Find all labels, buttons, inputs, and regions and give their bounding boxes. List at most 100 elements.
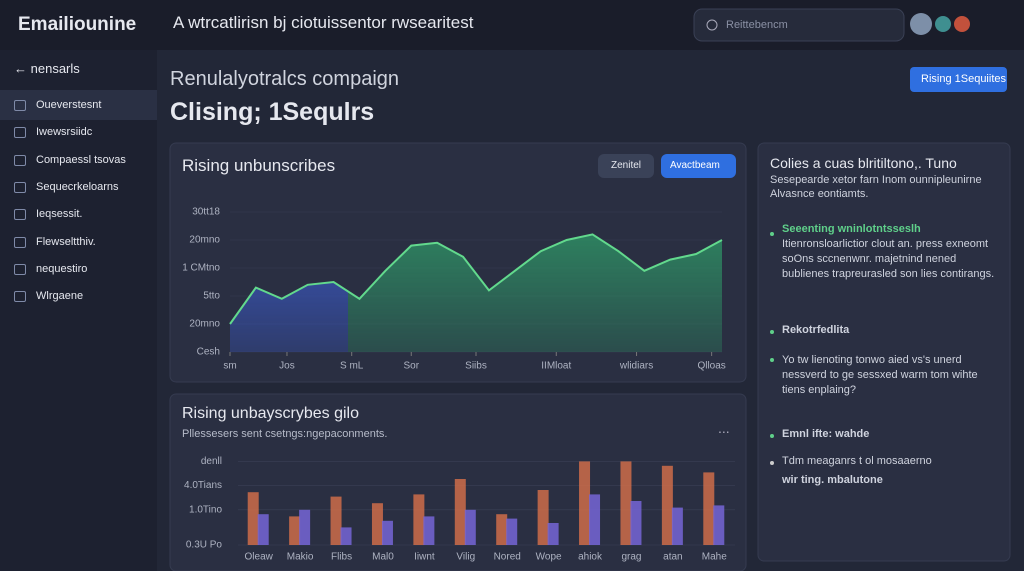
y-tick-label: 30tt18 [192, 207, 220, 218]
nav-item[interactable]: nequestiro [36, 262, 88, 275]
bar [537, 490, 549, 545]
nav-icon [14, 100, 26, 111]
bar [713, 505, 725, 545]
y-tick-label: 20mno [189, 319, 220, 330]
primary-button[interactable] [910, 67, 1007, 92]
item-text: Itienronsloarlictior clout an. press exn… [782, 238, 995, 280]
x-tick-label: S mL [340, 361, 364, 372]
bar [620, 461, 632, 545]
header-title: A wtrcatlirisn bj ciotuissentor rwsearit… [173, 13, 474, 32]
x-tick-label: Mahe [702, 552, 727, 563]
y-tick-label: denll [201, 456, 222, 467]
page-subtitle: Renulalyotralcs compaign [170, 68, 400, 90]
bar [464, 509, 476, 545]
area [230, 234, 722, 352]
nav-item[interactable]: Oueverstesnt [36, 99, 102, 111]
bar [579, 461, 591, 545]
y-tick-label: 0.3U Po [186, 540, 223, 551]
search-box[interactable] [693, 8, 905, 42]
bar [589, 494, 601, 545]
x-tick-label: Oleaw [245, 552, 274, 563]
nav-icon [14, 291, 26, 303]
bar [247, 492, 259, 545]
button-text[interactable]: Avactbeam [670, 160, 720, 171]
bar [506, 518, 518, 545]
bar [413, 494, 425, 545]
back-text[interactable]: nensarls [30, 61, 80, 76]
item-heading: wir ting. mbalutone [782, 474, 883, 486]
card-subtitle: Pllessesers sent csetngs:ngepaconments. [182, 428, 388, 440]
nav-item[interactable]: Flewseltthiv. [36, 235, 96, 248]
nav-icon [14, 263, 26, 275]
y-tick-label: 4.0Tians [184, 480, 222, 491]
y-tick-label: 5tto [203, 291, 220, 302]
x-tick-label: Nored [494, 552, 521, 563]
avatar[interactable] [935, 16, 951, 32]
bar [371, 503, 383, 545]
button-text[interactable]: Zenitel [611, 160, 642, 171]
sidebar-active [0, 90, 157, 120]
y-tick-label: Cesh [197, 347, 220, 358]
nav-item[interactable]: Wlrgaene [36, 290, 84, 303]
bar [454, 479, 466, 545]
avatar[interactable] [954, 16, 970, 32]
button[interactable] [661, 154, 736, 178]
menu[interactable]: ... [718, 420, 730, 436]
y-tick-label: 1.0Tino [189, 504, 222, 515]
item-text: Yo tw lienoting tonwo aied vs's unerd ne… [782, 354, 978, 396]
panel-title: Colies a cuas blritiltono,. Tuno [770, 155, 957, 171]
search-placeholder[interactable]: Reittebencm [726, 19, 788, 31]
button[interactable] [598, 154, 654, 178]
x-tick-label: ahiok [578, 552, 603, 563]
nav-item[interactable]: Compaessl tsovas [36, 153, 126, 166]
nav-item[interactable]: Ieqsessit. [36, 208, 83, 221]
bar [661, 465, 673, 545]
bar [330, 496, 342, 545]
x-tick-label: wlidiars [619, 361, 653, 372]
item-heading: Seeenting wninlotntsseslh [782, 223, 921, 235]
bar [630, 501, 642, 545]
nav-icon [14, 181, 26, 193]
nav-icon [14, 209, 26, 221]
primary-button-text[interactable]: Rising 1Sequiites [921, 73, 1006, 85]
item-text: Tdm meaganrs t ol mosaaerno [782, 455, 932, 467]
x-tick-label: Jos [279, 361, 295, 372]
sidebar [0, 50, 157, 571]
bullet [770, 358, 774, 362]
bar [299, 509, 311, 545]
card-title: Rising unbunscribes [182, 156, 336, 175]
y-tick-label: 1 CMtno [182, 263, 220, 274]
x-tick-label: sm [223, 361, 236, 372]
nav-icon [14, 154, 26, 166]
y-tick-label: 20mno [189, 235, 220, 246]
bullet [770, 434, 774, 438]
nav-item[interactable]: Sequecrkeloarns [36, 180, 119, 193]
bar [289, 516, 301, 545]
x-tick-label: grag [621, 552, 641, 563]
avatar[interactable] [910, 13, 932, 35]
x-tick-label: Wope [536, 552, 562, 563]
x-tick-label: Flibs [331, 552, 352, 563]
bar [381, 520, 393, 545]
x-tick-label: Sor [403, 361, 419, 372]
line [229, 233, 723, 325]
panel-item: Seeenting wninlotntsseslh Itienronsloarl… [782, 222, 997, 282]
card [757, 142, 1011, 562]
app-name: Emailiounine [18, 14, 137, 35]
nav-icon [14, 127, 26, 139]
bullet [770, 232, 774, 236]
x-tick-label: Siibs [465, 361, 487, 372]
bar [547, 523, 559, 545]
x-tick-label: Qlloas [697, 361, 725, 372]
bar [340, 527, 352, 545]
x-tick-label: Mal0 [372, 552, 394, 563]
back-link[interactable]: ← nensarls [14, 61, 80, 76]
nav-item[interactable]: Iwewsrsiidc [36, 126, 93, 139]
nav-icon [14, 236, 26, 248]
x-tick-label: IIMloat [541, 361, 571, 372]
bar [671, 507, 683, 545]
search-icon [706, 19, 718, 31]
x-tick-label: atan [663, 552, 682, 563]
